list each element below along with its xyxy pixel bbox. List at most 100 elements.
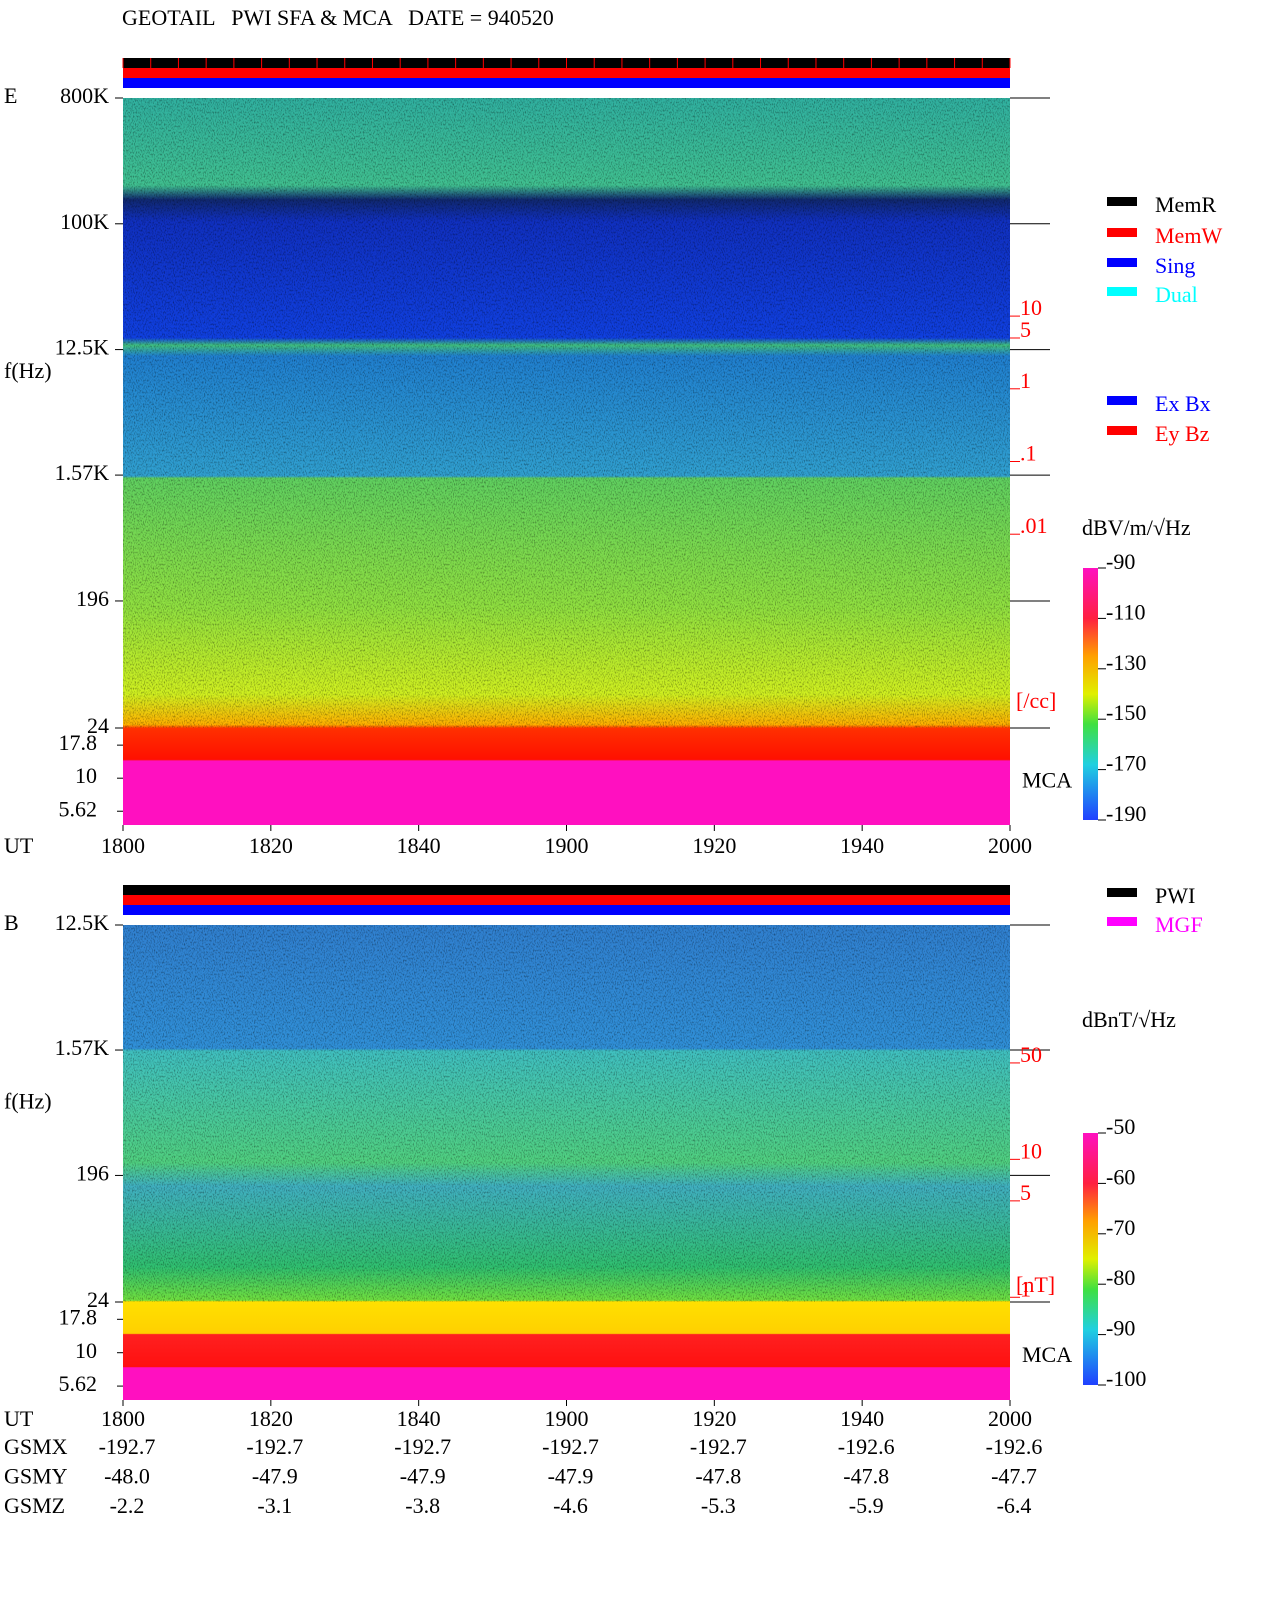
legend-label: MemR [1155, 192, 1216, 217]
x-tick-label: 2000 [988, 833, 1032, 858]
colorbar-tick-label: -110 [1106, 599, 1146, 624]
legend-label: PWI [1155, 883, 1195, 908]
spectrogram-noise [123, 925, 1010, 1302]
legend-swatch [1107, 917, 1137, 926]
orbit-row-label: GSMY [4, 1464, 68, 1489]
y-tick-label: 24 [87, 713, 109, 738]
orbit-value: -47.7 [991, 1464, 1037, 1489]
colorbar [1083, 568, 1098, 820]
x-tick-label: 1900 [545, 1406, 589, 1431]
y2-tick-label: 50 [1020, 1042, 1042, 1067]
legend-swatch [1107, 228, 1137, 237]
legend-swatch [1107, 197, 1137, 206]
y-tick-label: 100K [60, 209, 109, 234]
status-bar [123, 905, 1010, 915]
legend-swatch [1107, 888, 1137, 897]
x-tick-label: 1920 [692, 1406, 736, 1431]
x-tick-label: 1940 [840, 1406, 884, 1431]
colorbar-tick-label: -60 [1106, 1164, 1135, 1189]
orbit-value: -192.7 [394, 1434, 451, 1459]
y-tick-label: 12.5K [55, 910, 110, 935]
orbit-value: -192.7 [542, 1434, 599, 1459]
mca-tick-label: 10 [75, 763, 97, 788]
y2-tick-label: 10 [1020, 1138, 1042, 1163]
colorbar-label: dBnT/√Hz [1082, 1007, 1176, 1032]
y2-axis-label: [/cc] [1016, 688, 1056, 713]
legend-label: Dual [1155, 282, 1198, 307]
mca-label: MCA [1022, 768, 1072, 793]
orbit-row-label: GSMZ [4, 1493, 65, 1518]
orbit-value: -3.1 [257, 1493, 292, 1518]
y2-tick-label: 5 [1020, 1180, 1031, 1205]
y-axis-label: f(Hz) [4, 1089, 52, 1114]
y-tick-label: 1.57K [55, 460, 110, 485]
y-axis-label: f(Hz) [4, 358, 52, 383]
x-tick-label: 1920 [692, 833, 736, 858]
mca-tick-label: 5.62 [59, 796, 98, 821]
orbit-value: -192.7 [690, 1434, 747, 1459]
colorbar-tick-label: -190 [1106, 801, 1146, 826]
status-bar [123, 885, 1010, 895]
x-tick-label: 1840 [397, 833, 441, 858]
orbit-value: -47.8 [695, 1464, 741, 1489]
orbit-value: -2.2 [110, 1493, 145, 1518]
orbit-value: -47.8 [843, 1464, 889, 1489]
x-tick-label: 1800 [101, 833, 145, 858]
legend-swatch [1107, 426, 1137, 435]
y-tick-label: 24 [87, 1287, 109, 1312]
x-tick-label: 1900 [545, 833, 589, 858]
colorbar-tick-label: -150 [1106, 700, 1146, 725]
legend-label: Ex Bx [1155, 391, 1211, 416]
orbit-value: -192.7 [246, 1434, 303, 1459]
colorbar-tick-label: -170 [1106, 751, 1146, 776]
y2-tick-label: 10 [1020, 295, 1042, 320]
legend-swatch [1107, 396, 1137, 405]
title: GEOTAIL PWI SFA & MCA DATE = 940520 [122, 5, 554, 30]
y2-tick-label: 1 [1020, 1276, 1031, 1301]
y-tick-label: 12.5K [55, 335, 110, 360]
mca-label: MCA [1022, 1342, 1072, 1367]
status-bar [123, 78, 1010, 88]
colorbar-tick-label: -130 [1106, 650, 1146, 675]
mca-tick-label: 17.8 [59, 730, 98, 755]
colorbar-tick-label: -90 [1106, 549, 1135, 574]
x-tick-label: 1840 [397, 1406, 441, 1431]
y-tick-label: 196 [76, 1160, 109, 1185]
orbit-value: -6.4 [997, 1493, 1032, 1518]
mca-tick-label: 10 [75, 1338, 97, 1363]
y2-tick-label: .1 [1020, 441, 1037, 466]
x-tick-label: 1820 [249, 1406, 293, 1431]
y2-tick-label: .01 [1020, 513, 1048, 538]
colorbar [1083, 1133, 1098, 1385]
orbit-value: -47.9 [252, 1464, 298, 1489]
x-axis-label: UT [4, 1406, 34, 1431]
orbit-value: -4.6 [553, 1493, 588, 1518]
status-bar [123, 895, 1010, 905]
panel-label: B [4, 910, 19, 935]
orbit-value: -5.3 [701, 1493, 736, 1518]
colorbar-tick-label: -100 [1106, 1366, 1146, 1391]
orbit-value: -5.9 [849, 1493, 884, 1518]
panel-label: E [4, 83, 17, 108]
legend-label: MemW [1155, 223, 1222, 248]
mca-tick-label: 5.62 [59, 1371, 98, 1396]
colorbar-tick-label: -80 [1106, 1265, 1135, 1290]
y2-tick-label: 1 [1020, 368, 1031, 393]
orbit-value: -48.0 [104, 1464, 150, 1489]
orbit-value: -47.9 [400, 1464, 446, 1489]
spectrogram-noise [123, 98, 1010, 728]
y-tick-label: 1.57K [55, 1035, 110, 1060]
legend-swatch [1107, 258, 1137, 267]
x-tick-label: 1940 [840, 833, 884, 858]
mca-tick-label: 17.8 [59, 1304, 98, 1329]
colorbar-tick-label: -70 [1106, 1215, 1135, 1240]
status-bar [123, 68, 1010, 78]
y-tick-label: 800K [60, 83, 109, 108]
legend-label: Sing [1155, 253, 1195, 278]
x-axis-label: UT [4, 833, 34, 858]
legend-label: MGF [1155, 912, 1203, 937]
x-tick-label: 2000 [988, 1406, 1032, 1431]
colorbar-label: dBV/m/√Hz [1082, 515, 1191, 540]
orbit-row-label: GSMX [4, 1434, 68, 1459]
